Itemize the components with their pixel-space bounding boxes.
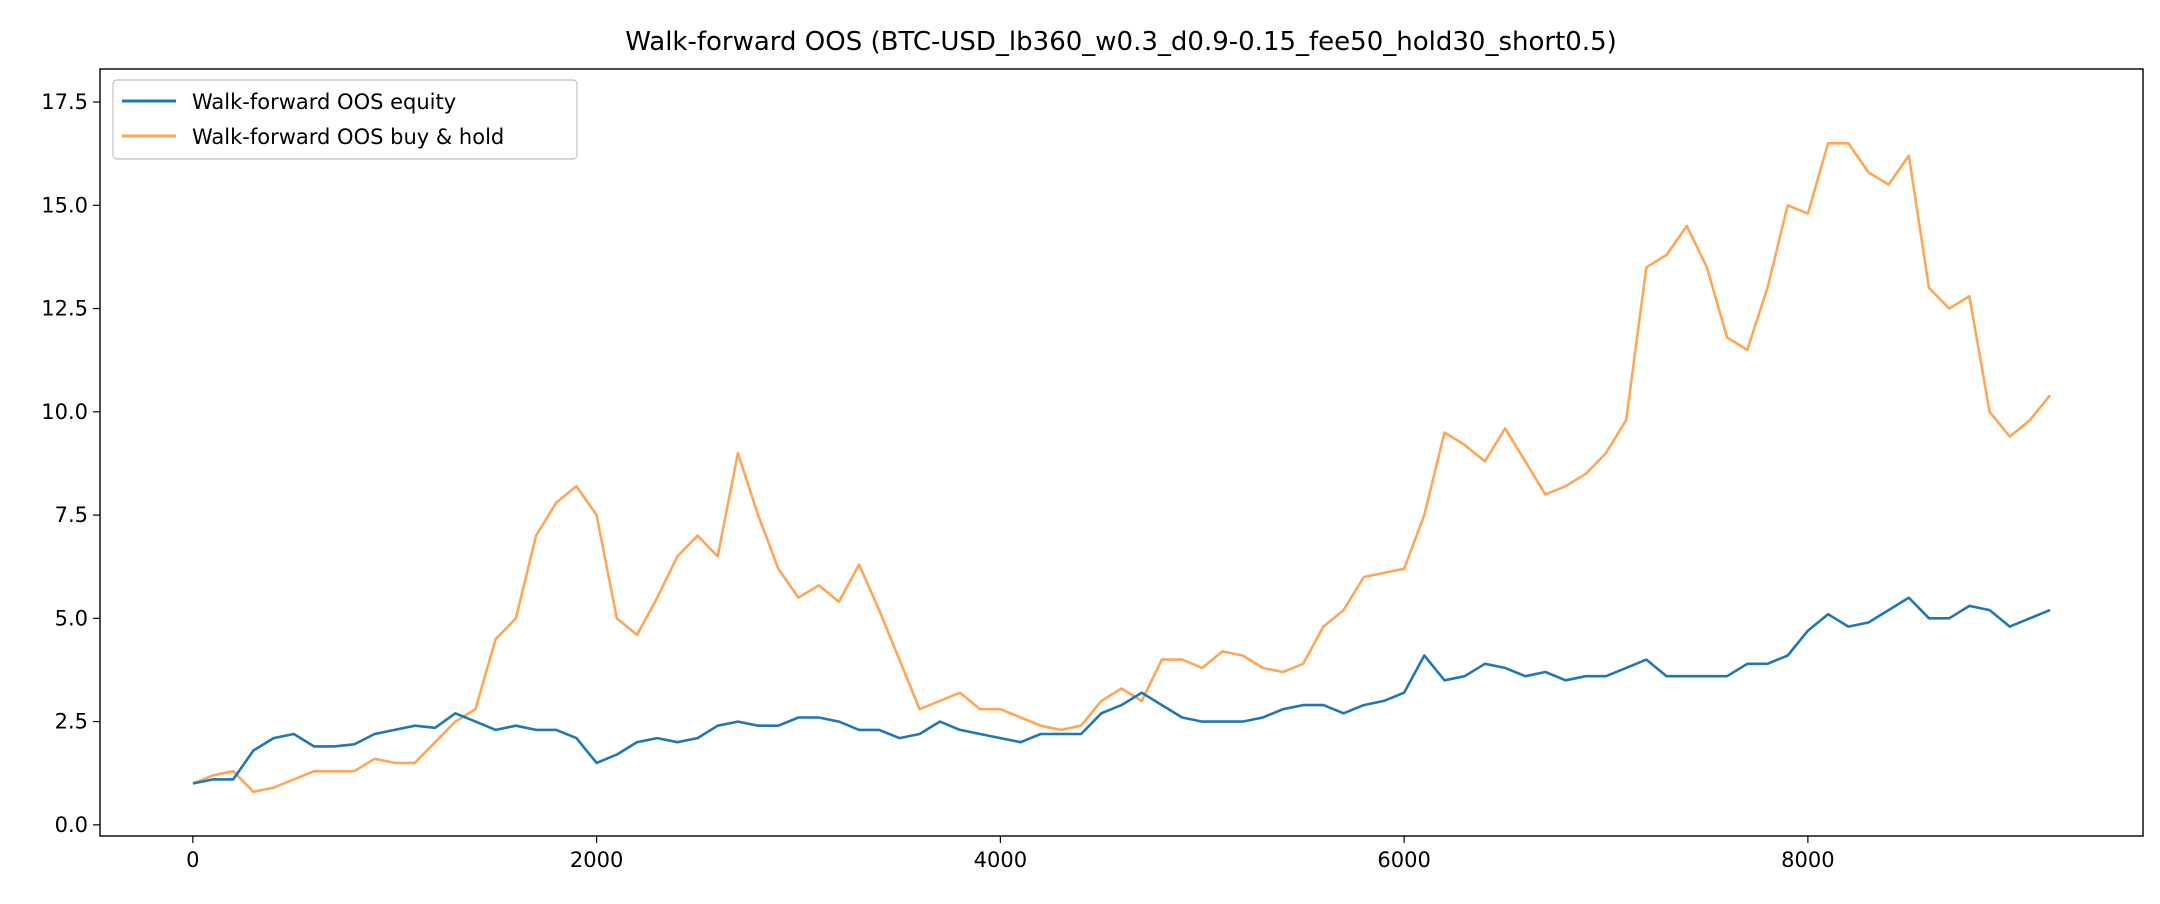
legend: Walk-forward OOS equity Walk-forward OOS…	[112, 79, 578, 160]
y-tick-label: 7.5	[55, 503, 88, 527]
legend-label-buy-hold: Walk-forward OOS buy & hold	[192, 125, 504, 149]
x-tick-label: 4000	[974, 848, 1027, 872]
series-line-buy-hold	[192, 142, 2052, 794]
plot-frame	[99, 68, 2144, 837]
x-tick-label: 8000	[1781, 848, 1834, 872]
y-tick-label: 0.0	[55, 813, 88, 837]
y-tick-label: 17.5	[41, 90, 88, 114]
y-tick-label: 2.5	[55, 710, 88, 734]
y-tick-label: 10.0	[41, 400, 88, 424]
x-tick-label: 0	[186, 848, 199, 872]
y-tick-label: 12.5	[41, 297, 88, 321]
chart-title: Walk-forward OOS (BTC-USD_lb360_w0.3_d0.…	[625, 27, 1617, 57]
y-tick-label: 15.0	[41, 193, 88, 217]
legend-label-equity: Walk-forward OOS equity	[192, 90, 456, 114]
y-tick-label: 5.0	[55, 606, 88, 630]
legend-box	[112, 79, 578, 160]
x-tick-label: 6000	[1377, 848, 1430, 872]
x-tick-label: 2000	[570, 848, 623, 872]
series-line-equity	[192, 596, 2051, 785]
